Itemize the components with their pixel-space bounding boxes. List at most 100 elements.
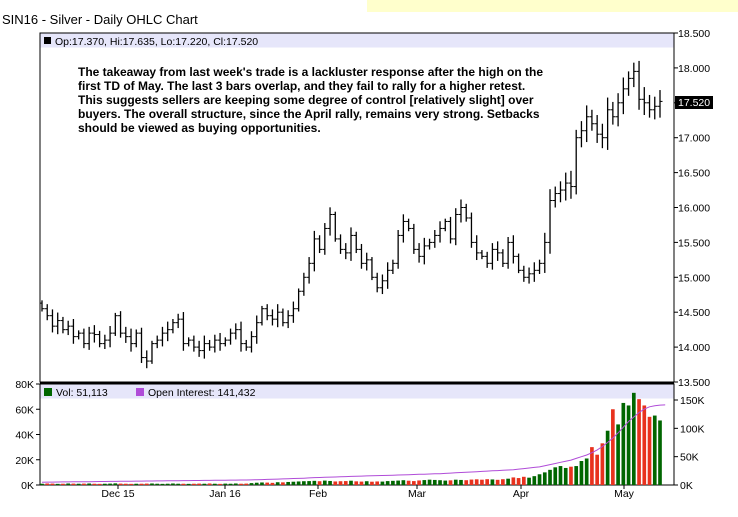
volume-bar-4 (61, 483, 65, 485)
volume-bar-23 (160, 483, 165, 485)
open-interest-legend-text: Open Interest: 141,432 (148, 387, 256, 399)
volume-bar-22 (155, 483, 160, 485)
ohlc-bar-94 (531, 262, 537, 282)
volume-bar-99 (558, 466, 563, 485)
open-interest-legend-swatch (136, 388, 144, 396)
volume-bar-50 (302, 481, 306, 485)
volume-bar-105 (590, 447, 594, 485)
last-price-label: 17.520 (678, 97, 710, 109)
volume-bar-102 (574, 466, 579, 485)
volume-bar-103 (579, 461, 584, 485)
ohlc-bar-72 (416, 243, 422, 263)
volume-bar-79 (453, 479, 458, 485)
volume-bar-76 (438, 480, 442, 485)
volume-bar-70 (406, 480, 411, 485)
ohlc-bar-51 (306, 257, 312, 284)
ohlc-bar-48 (290, 301, 296, 323)
ohlc-bar-66 (385, 262, 391, 289)
ohlc-bar-96 (542, 232, 548, 273)
volume-bar-111 (621, 402, 626, 485)
ohlc-bar-31 (201, 335, 207, 359)
volume-bar-30 (197, 483, 201, 485)
ohlc-bar-18 (133, 329, 139, 348)
ohlc-bar-47 (285, 310, 291, 329)
ohlc-bar-44 (269, 309, 275, 326)
x-tick-label-2: Feb (309, 488, 327, 500)
volume-bar-64 (375, 481, 380, 485)
volume-bar-7 (76, 483, 81, 485)
volume-bar-31 (202, 483, 207, 485)
volume-bars (40, 392, 662, 485)
ohlc-bar-26 (175, 313, 181, 329)
ohlc-bar-81 (463, 203, 469, 222)
volume-bar-53 (317, 481, 322, 485)
annotation-line-2: first TD of May. The last 3 bars overlap… (78, 79, 525, 93)
open-interest-line (41, 404, 666, 483)
volume-bar-29 (192, 483, 196, 485)
volume-bar-49 (296, 481, 301, 485)
volume-bar-56 (333, 481, 338, 485)
ohlc-bar-55 (327, 207, 333, 236)
ohlc-bar-6 (70, 319, 76, 344)
volume-bar-26 (176, 483, 181, 485)
volume-legend-band (40, 384, 674, 399)
ohlc-bar-4 (60, 316, 66, 334)
volume-bar-83 (474, 479, 479, 485)
volume-bar-39 (244, 483, 249, 485)
price-y-tick-label-1: 14.000 (678, 342, 710, 354)
ohlc-bar-0 (39, 300, 45, 312)
volume-bar-41 (254, 482, 259, 485)
volume-bar-113 (631, 392, 636, 485)
volume-bar-107 (600, 443, 605, 485)
volume-bar-98 (553, 467, 558, 485)
volume-bar-55 (328, 480, 332, 485)
ohlc-bar-69 (400, 214, 406, 243)
volume-bar-13 (108, 483, 112, 485)
ohlc-bar-82 (468, 212, 474, 248)
ohlc-bar-2 (49, 309, 55, 333)
ohlc-bar-50 (301, 272, 307, 296)
ohlc-bar-11 (97, 330, 103, 348)
x-tick-label-4: Apr (513, 488, 530, 500)
ohlc-bar-45 (275, 304, 281, 328)
ohlc-bar-42 (259, 305, 265, 326)
ohlc-bar-100 (563, 172, 569, 201)
ohlc-bar-46 (280, 308, 286, 327)
ohlc-bar-1 (44, 304, 50, 321)
ohlc-bar-95 (537, 259, 543, 274)
volume-bar-12 (103, 483, 107, 485)
ohlc-bar-110 (615, 93, 621, 127)
volume-bar-19 (139, 483, 144, 485)
volume-bar-1 (45, 483, 50, 485)
volume-bar-95 (537, 474, 542, 485)
ohlc-bar-109 (610, 101, 616, 125)
ohlc-bar-101 (568, 170, 574, 199)
price-legend-band (40, 33, 674, 48)
ohlc-bar-41 (254, 315, 260, 344)
volume-bar-96 (542, 472, 547, 485)
volume-bar-89 (506, 478, 510, 485)
volume-bar-11 (97, 483, 102, 485)
ohlc-bar-35 (222, 337, 228, 347)
ohlc-bar-117 (652, 96, 658, 120)
ohlc-bar-39 (243, 339, 249, 351)
ohlc-bar-36 (228, 328, 234, 345)
vol-y-tick-label-0: 0K (21, 480, 34, 492)
volume-bar-74 (427, 479, 432, 485)
volume-bar-110 (616, 424, 620, 485)
price-legend-text: Op:17.370, Hi:17.635, Lo:17.220, Cl:17.5… (55, 36, 258, 48)
ohlc-bar-105 (589, 109, 595, 131)
volume-bar-25 (171, 483, 175, 485)
volume-bar-93 (527, 477, 531, 485)
volume-bar-77 (443, 480, 448, 485)
ohlc-bar-83 (474, 235, 480, 261)
open-interest-y-axis-right: 0K 50K 100K 150K (674, 395, 705, 492)
volume-bar-72 (417, 480, 421, 485)
ohlc-bar-106 (594, 115, 600, 143)
price-y-tick-label-3: 15.000 (678, 272, 710, 284)
ohlc-bar-112 (626, 71, 632, 96)
ohlc-bar-40 (248, 331, 254, 353)
ohlc-bar-116 (647, 94, 653, 118)
ohlc-bar-58 (343, 243, 349, 260)
ohlc-bar-57 (338, 234, 344, 254)
